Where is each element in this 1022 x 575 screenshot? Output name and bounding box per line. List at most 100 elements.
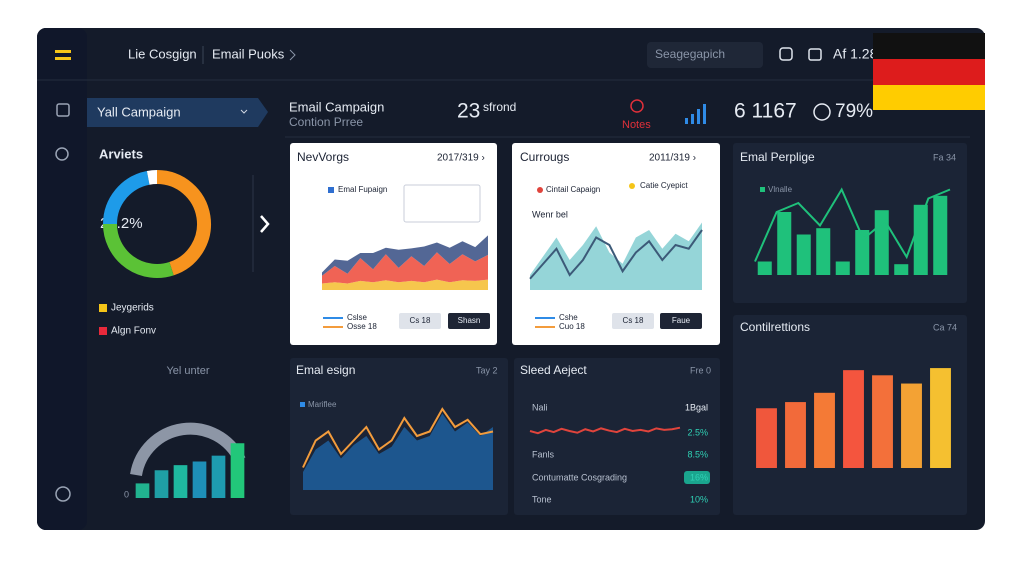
line — [302, 407, 494, 468]
donut-segment — [103, 223, 174, 278]
timer-icon — [813, 103, 831, 121]
nav-icon[interactable] — [56, 103, 70, 117]
dropdown[interactable] — [87, 98, 268, 127]
account[interactable]: Af 1.28 — [833, 46, 878, 62]
button[interactable] — [448, 313, 490, 329]
foot-label: Cuo 18 — [559, 322, 585, 331]
area — [322, 252, 488, 284]
area — [322, 235, 488, 276]
legend-label: Catie Cyepict — [640, 181, 688, 190]
menu-icon[interactable] — [55, 50, 71, 53]
flag-stripe — [873, 59, 985, 85]
chevron — [289, 49, 296, 61]
gauge-title: Yel unter — [166, 365, 209, 377]
row-value: 8.5% — [687, 449, 708, 459]
bar — [843, 370, 864, 468]
line — [754, 187, 951, 262]
nav-rail — [37, 28, 87, 530]
bar — [173, 465, 188, 498]
legend-label: Emal Fupaign — [338, 185, 387, 194]
legend-swatch — [760, 187, 765, 192]
legend-label: Cintail Capaign — [546, 185, 600, 194]
kpi-note: sfrond — [483, 100, 516, 114]
legend-swatch — [99, 304, 107, 312]
foot-label: Cshe — [559, 313, 578, 322]
legend-swatch — [629, 183, 635, 189]
nav-icon[interactable] — [55, 486, 71, 502]
button[interactable] — [660, 313, 702, 329]
legend-swatch — [328, 187, 334, 193]
donut-segment — [156, 170, 211, 276]
row-label: Fanls — [532, 449, 555, 459]
bar — [756, 408, 777, 468]
panel-date[interactable]: 2017/319 › — [437, 153, 485, 164]
panel-title: NevVorgs — [297, 150, 349, 164]
kpi: 6 1167 — [734, 100, 797, 123]
kpi: 23 — [457, 100, 480, 123]
next-arrow[interactable] — [260, 215, 270, 233]
caret — [240, 109, 248, 114]
button[interactable] — [399, 313, 441, 329]
panel-title: Contilrettions — [740, 320, 810, 334]
panel-title: Emal esign — [296, 363, 355, 377]
panel-title: Sleed Aeject — [520, 363, 587, 377]
panel-tag: Tay 2 — [476, 365, 498, 375]
line — [529, 229, 703, 280]
area — [322, 279, 488, 290]
bar — [192, 461, 207, 498]
panel-date[interactable]: 2011/319 › — [649, 153, 696, 164]
bar — [796, 234, 811, 275]
gauge-arc — [130, 422, 246, 477]
row-label: Nali — [532, 402, 548, 412]
flag-stripe — [873, 85, 985, 110]
foot-label: Cslse — [347, 313, 368, 322]
flag-stripe — [873, 33, 985, 59]
area — [303, 413, 493, 490]
icon — [691, 114, 694, 124]
icon[interactable] — [779, 47, 793, 61]
notes[interactable]: Notes — [622, 119, 651, 131]
bar — [135, 483, 150, 498]
brand: Lie Cosgign — [128, 46, 197, 61]
bar — [757, 261, 772, 275]
icon[interactable] — [808, 48, 822, 61]
panel-tag: Ca 74 — [933, 322, 957, 332]
line — [529, 426, 681, 435]
bar — [901, 383, 922, 468]
bar — [894, 264, 909, 275]
breadcrumb[interactable]: Email Puoks — [212, 46, 285, 61]
row-value: 2.5% — [687, 427, 708, 437]
search-box[interactable] — [647, 42, 763, 68]
legend-label: Mariflee — [308, 400, 337, 409]
row-label: Contumatte Cosgrading — [532, 472, 627, 482]
bar — [816, 228, 831, 275]
chart-label: Wenr bel — [532, 209, 568, 219]
bar — [855, 230, 870, 275]
area — [530, 222, 702, 290]
button[interactable] — [612, 313, 654, 329]
bar — [785, 402, 806, 468]
notes-icon[interactable] — [630, 99, 644, 113]
donut-segment — [146, 170, 158, 185]
legend-label: Jeygerids — [111, 303, 154, 314]
bar — [230, 443, 245, 498]
nav-icon[interactable] — [55, 147, 69, 161]
donut-segment — [103, 170, 150, 225]
panel-title: Currougs — [520, 150, 569, 164]
kpi: 79% — [835, 101, 873, 122]
menu-icon — [55, 57, 71, 60]
panel-tag: Fa 34 — [933, 152, 956, 162]
icon — [685, 118, 688, 124]
bar — [154, 470, 169, 498]
bar — [777, 212, 792, 275]
foot-label: Osse 18 — [347, 322, 377, 331]
gauge-zero: 0 — [124, 489, 129, 499]
icon — [697, 109, 700, 124]
legend-label: Algn Fonv — [111, 326, 156, 337]
bar — [933, 195, 948, 275]
legend-label: Vlnalle — [768, 185, 793, 194]
row-value: 10% — [690, 494, 708, 504]
panel-tag: Fre 0 — [690, 365, 711, 375]
bar — [930, 368, 951, 468]
